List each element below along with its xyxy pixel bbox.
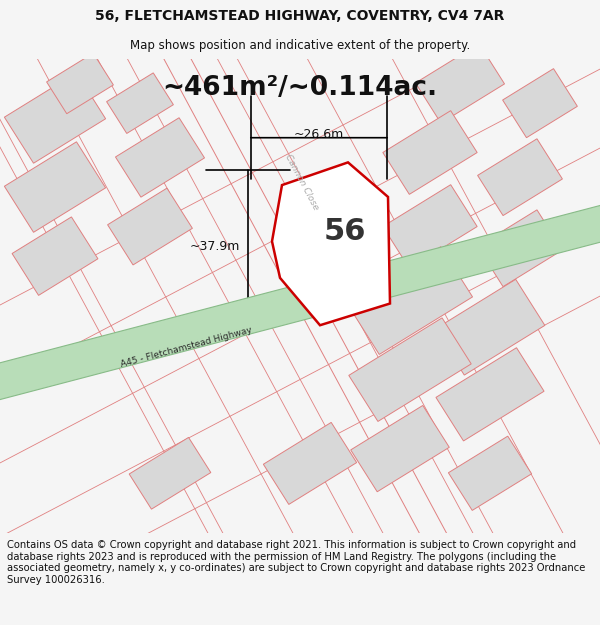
Polygon shape [448,436,532,511]
Polygon shape [478,139,562,216]
Polygon shape [435,279,545,375]
Text: ~37.9m: ~37.9m [190,240,240,252]
Polygon shape [383,111,477,194]
Text: Cannon Close: Cannon Close [284,152,320,211]
Polygon shape [436,348,544,441]
Text: Contains OS data © Crown copyright and database right 2021. This information is : Contains OS data © Crown copyright and d… [7,540,586,585]
Text: 56: 56 [324,217,366,246]
Polygon shape [4,72,106,163]
Polygon shape [107,188,193,265]
Polygon shape [47,53,113,114]
Polygon shape [503,69,577,138]
Polygon shape [129,438,211,509]
Polygon shape [383,185,477,268]
Text: ~461m²/~0.114ac.: ~461m²/~0.114ac. [163,76,437,101]
Text: ~26.6m: ~26.6m [294,128,344,141]
Text: Map shows position and indicative extent of the property.: Map shows position and indicative extent… [130,39,470,52]
Polygon shape [107,73,173,134]
Polygon shape [349,318,471,421]
Text: 56, FLETCHAMSTEAD HIGHWAY, COVENTRY, CV4 7AR: 56, FLETCHAMSTEAD HIGHWAY, COVENTRY, CV4… [95,9,505,24]
Polygon shape [478,210,562,287]
Polygon shape [415,44,505,123]
Polygon shape [4,142,106,232]
Polygon shape [347,247,473,354]
Polygon shape [115,118,205,197]
Polygon shape [351,406,449,492]
Polygon shape [12,217,98,296]
Text: A45 - Fletchamstead Highway: A45 - Fletchamstead Highway [120,325,253,369]
Polygon shape [272,162,390,325]
Polygon shape [0,201,600,404]
Polygon shape [263,422,356,504]
